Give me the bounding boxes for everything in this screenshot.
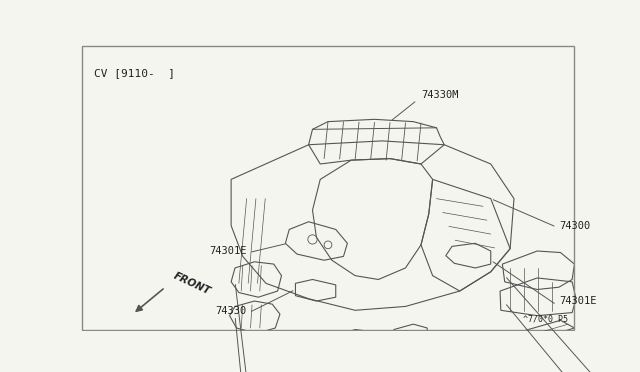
Text: 74301E: 74301E — [559, 296, 596, 306]
Text: 74301E: 74301E — [209, 246, 246, 256]
Text: ^7/0*0 P5: ^7/0*0 P5 — [524, 314, 568, 323]
Text: 74330M: 74330M — [421, 90, 458, 100]
Text: 74330: 74330 — [216, 306, 246, 316]
Text: 74300: 74300 — [559, 221, 590, 231]
Text: FRONT: FRONT — [172, 270, 212, 296]
Text: CV [9110-  ]: CV [9110- ] — [94, 68, 175, 78]
